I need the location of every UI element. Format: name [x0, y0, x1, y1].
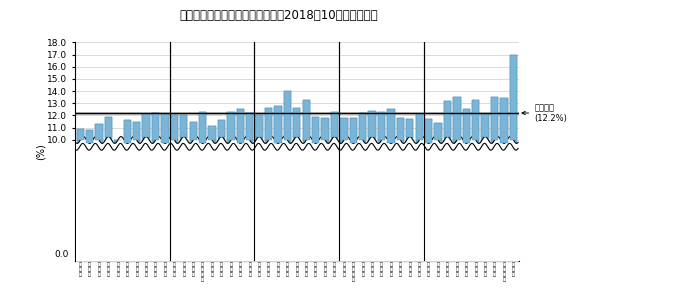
Text: 全国平均
(12.2%): 全国平均 (12.2%) — [522, 103, 567, 123]
Bar — [378, 112, 386, 261]
Bar — [444, 101, 451, 136]
Bar — [350, 118, 357, 261]
Bar — [312, 117, 320, 261]
Bar — [161, 114, 169, 143]
Bar — [95, 124, 103, 140]
Bar — [491, 97, 498, 140]
Bar — [415, 114, 423, 261]
Y-axis label: (%): (%) — [35, 143, 46, 160]
Bar — [462, 110, 470, 143]
Bar — [378, 112, 386, 140]
Bar — [454, 97, 460, 140]
Bar — [369, 111, 376, 261]
Bar — [265, 108, 272, 140]
Bar — [199, 112, 206, 143]
Bar — [415, 114, 423, 140]
Bar — [124, 120, 131, 261]
Bar — [114, 140, 122, 261]
Bar — [133, 122, 140, 261]
Bar — [180, 116, 188, 261]
Bar — [124, 120, 131, 143]
Bar — [142, 114, 150, 261]
Bar — [444, 101, 451, 261]
Text: 0.0: 0.0 — [54, 250, 69, 260]
Bar — [86, 130, 93, 143]
Bar — [293, 108, 301, 136]
Bar — [435, 123, 442, 140]
Bar — [152, 113, 159, 261]
Bar — [284, 91, 291, 140]
Bar — [396, 118, 404, 140]
Bar — [274, 106, 282, 143]
Bar — [330, 112, 338, 261]
Bar — [133, 122, 140, 140]
Bar — [388, 110, 394, 261]
Bar — [256, 116, 262, 261]
Bar — [246, 113, 254, 261]
Bar — [208, 126, 216, 140]
Bar — [330, 112, 338, 136]
Bar — [274, 106, 282, 261]
Bar — [190, 122, 197, 140]
Bar — [77, 129, 84, 140]
Text: 図４　都道府県別こどもの割合（2018年10月１日現在）: 図４ 都道府県別こどもの割合（2018年10月１日現在） — [180, 9, 378, 22]
Bar — [340, 118, 347, 140]
Bar — [142, 114, 150, 136]
Bar — [510, 55, 517, 140]
Bar — [95, 124, 103, 261]
Bar — [481, 114, 489, 261]
Bar — [284, 91, 291, 261]
Bar — [369, 111, 376, 136]
Bar — [227, 112, 235, 140]
Bar — [256, 116, 262, 136]
Bar — [208, 126, 216, 261]
Bar — [359, 113, 367, 140]
Bar — [218, 120, 225, 136]
Bar — [152, 113, 159, 140]
Bar — [237, 110, 244, 143]
Bar — [388, 110, 394, 143]
Bar — [171, 116, 178, 261]
Bar — [500, 98, 508, 143]
Bar — [359, 113, 367, 261]
Bar — [312, 117, 320, 143]
Bar — [472, 100, 479, 140]
Bar — [171, 116, 178, 140]
Bar — [406, 119, 413, 136]
Bar — [435, 123, 442, 261]
Bar — [86, 130, 93, 261]
Bar — [481, 114, 489, 136]
Bar — [491, 97, 498, 261]
Bar — [105, 117, 112, 136]
Bar — [293, 108, 301, 261]
Bar — [105, 117, 112, 261]
Bar — [425, 119, 432, 261]
Bar — [180, 116, 188, 136]
Bar — [246, 113, 254, 140]
Bar — [500, 98, 508, 261]
Bar — [265, 108, 272, 261]
Bar — [340, 118, 347, 261]
Bar — [218, 120, 225, 261]
Bar — [199, 112, 206, 261]
Bar — [237, 110, 244, 261]
Bar — [322, 118, 328, 261]
Bar — [462, 110, 470, 261]
Bar — [161, 114, 169, 261]
Bar — [425, 119, 432, 143]
Bar — [303, 100, 310, 261]
Bar — [350, 118, 357, 143]
Bar — [227, 112, 235, 261]
Bar — [406, 119, 413, 261]
Bar — [322, 118, 328, 140]
Bar — [77, 129, 84, 261]
Bar — [190, 122, 197, 261]
Bar — [454, 97, 460, 261]
Bar — [472, 100, 479, 261]
Bar — [510, 55, 517, 261]
Bar — [303, 100, 310, 140]
Bar — [396, 118, 404, 261]
